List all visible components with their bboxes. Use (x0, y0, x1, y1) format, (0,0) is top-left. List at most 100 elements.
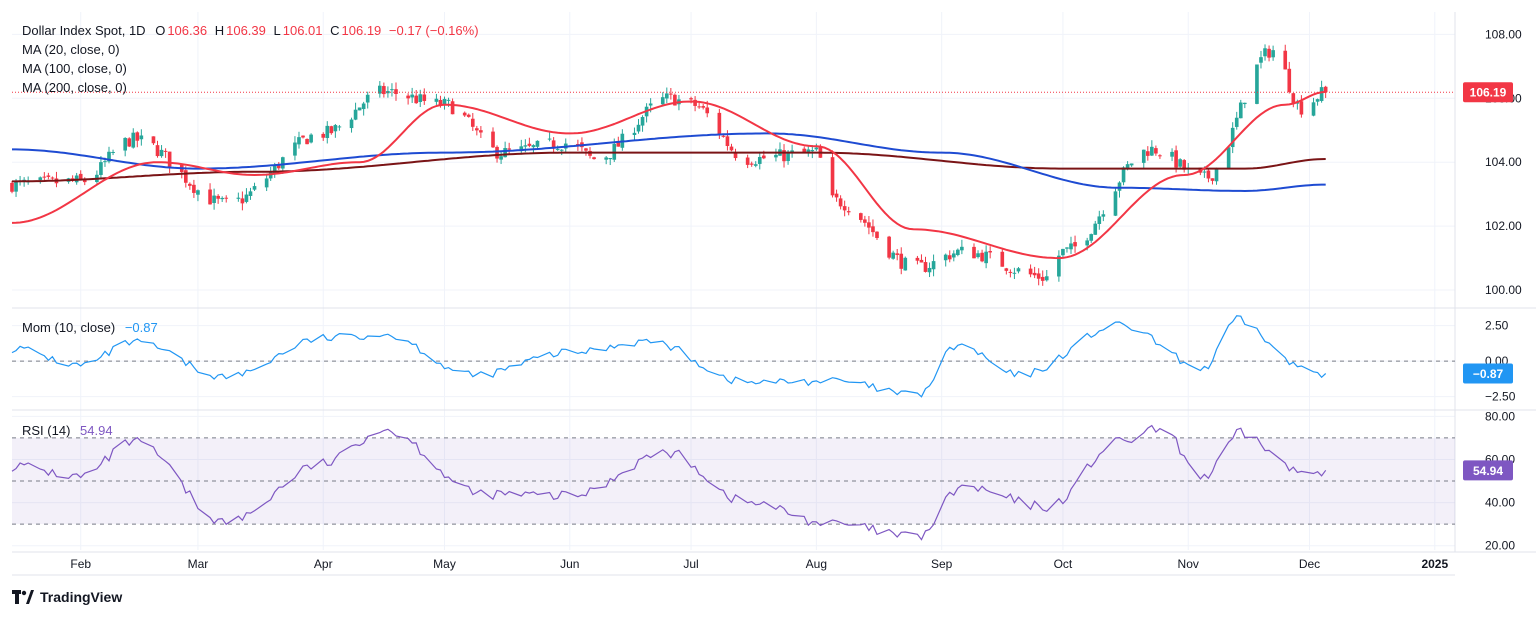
y-tick-label: −2.50 (1485, 390, 1516, 404)
tradingview-logo[interactable]: TradingView (12, 589, 122, 605)
candle (135, 131, 140, 148)
candle (778, 142, 782, 156)
candle (729, 143, 734, 152)
candle (867, 216, 871, 235)
candle (159, 145, 164, 158)
candle (951, 250, 956, 262)
candle (353, 102, 358, 121)
candle (192, 179, 196, 198)
y-tick-label: 100.00 (1485, 283, 1522, 297)
candle (123, 137, 127, 157)
candle (414, 90, 419, 104)
candle (224, 195, 229, 203)
rsi-line (11, 424, 1327, 541)
reference-lines (12, 360, 1455, 525)
ma200-line (12, 151, 1326, 183)
candle (664, 87, 669, 104)
momentum-value-badge: −0.87 (1463, 363, 1513, 384)
candle (1145, 146, 1150, 161)
candle (1230, 122, 1235, 154)
ma20-line (11, 90, 1326, 260)
low-value: 106.01 (282, 23, 323, 38)
candle (1117, 181, 1122, 198)
candle (757, 151, 762, 170)
candle (361, 101, 366, 116)
candle (349, 117, 354, 133)
candle (604, 156, 608, 165)
candle (264, 173, 269, 192)
candle (155, 140, 160, 158)
candle (46, 172, 51, 180)
candle (1012, 267, 1017, 280)
rsi-value-badge: 54.94 (1463, 460, 1513, 481)
x-tick-label: May (433, 557, 456, 571)
candle (495, 145, 499, 163)
candle (1032, 266, 1037, 279)
candle (236, 192, 241, 202)
candle (988, 246, 992, 259)
candle (151, 136, 156, 145)
candle (1093, 220, 1098, 235)
candle (139, 129, 144, 146)
candle (915, 255, 920, 265)
open-value: 106.36 (167, 23, 208, 38)
svg-text:106.19: 106.19 (1470, 86, 1507, 100)
candle (701, 103, 706, 110)
candle (895, 248, 900, 261)
candle (337, 124, 342, 131)
candle (1214, 167, 1219, 185)
candle (240, 191, 245, 211)
svg-text:−0.87: −0.87 (1473, 367, 1504, 381)
candle (919, 254, 924, 263)
candle (620, 129, 625, 151)
candle (660, 92, 665, 107)
candle (745, 154, 750, 169)
x-tick-label: Oct (1054, 557, 1073, 571)
candle (774, 148, 778, 162)
candle (1141, 149, 1146, 170)
candle (1226, 146, 1231, 169)
candle (1315, 98, 1320, 106)
candle (1206, 167, 1211, 183)
candle (871, 219, 875, 237)
candle (321, 132, 326, 141)
candle (927, 262, 932, 278)
candle (42, 172, 47, 182)
candle (325, 121, 330, 144)
candle (547, 131, 552, 142)
candle (984, 245, 988, 269)
candle (632, 127, 637, 141)
candle (644, 103, 649, 123)
candle (462, 111, 467, 117)
candles (10, 44, 1328, 286)
candle (1234, 111, 1239, 130)
candle (244, 188, 249, 204)
high-label: H (214, 23, 225, 38)
candle (466, 113, 471, 118)
candle (507, 142, 511, 155)
candle (1255, 64, 1259, 105)
candle (188, 182, 192, 190)
pane-separators (12, 12, 1536, 576)
candle (1263, 44, 1267, 61)
candle (491, 127, 495, 149)
low-label: L (273, 23, 281, 38)
rsi-label: RSI (14) (22, 423, 71, 438)
candle (1283, 44, 1288, 70)
candle (1040, 270, 1045, 286)
candle (693, 96, 697, 112)
candle (406, 93, 410, 105)
candle (179, 164, 184, 179)
y-tick-label: 2.50 (1485, 319, 1509, 333)
candle (1170, 148, 1174, 162)
rsi-value: 54.94 (80, 423, 113, 438)
y-tick-label: 108.00 (1485, 27, 1522, 41)
ma20-label: MA (20, close, 0) (22, 42, 120, 57)
close-label: C (330, 23, 340, 38)
candle (733, 148, 738, 161)
candle (1016, 266, 1021, 274)
value-badges: 106.19 −0.87 54.94 (1463, 82, 1513, 481)
candle (1097, 210, 1102, 230)
candle (814, 143, 819, 151)
